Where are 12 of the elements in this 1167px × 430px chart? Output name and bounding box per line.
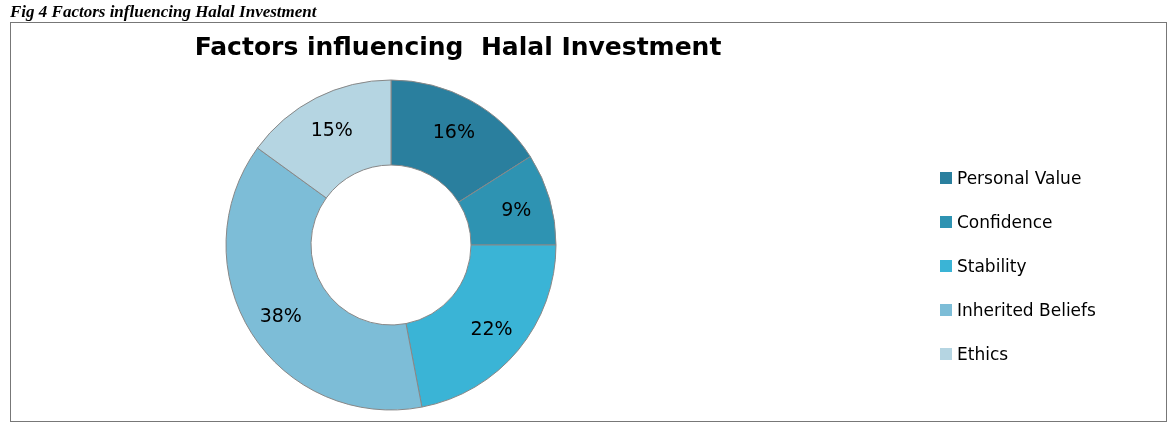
legend-label: Confidence	[957, 212, 1053, 232]
legend-label: Personal Value	[957, 168, 1082, 188]
data-label: 22%	[470, 317, 513, 340]
caption: Fig 4 Factors influencing Halal Investment	[10, 2, 317, 22]
legend-label: Stability	[957, 256, 1027, 276]
data-label: 38%	[259, 303, 302, 326]
data-label: 15%	[310, 117, 353, 140]
legend-label: Ethics	[957, 344, 1009, 364]
data-label: 9%	[501, 197, 532, 220]
data-label: 16%	[432, 119, 475, 142]
legend-label: Inherited Beliefs	[957, 300, 1096, 320]
chart-title: Factors influencing Halal Investment	[193, 32, 723, 61]
